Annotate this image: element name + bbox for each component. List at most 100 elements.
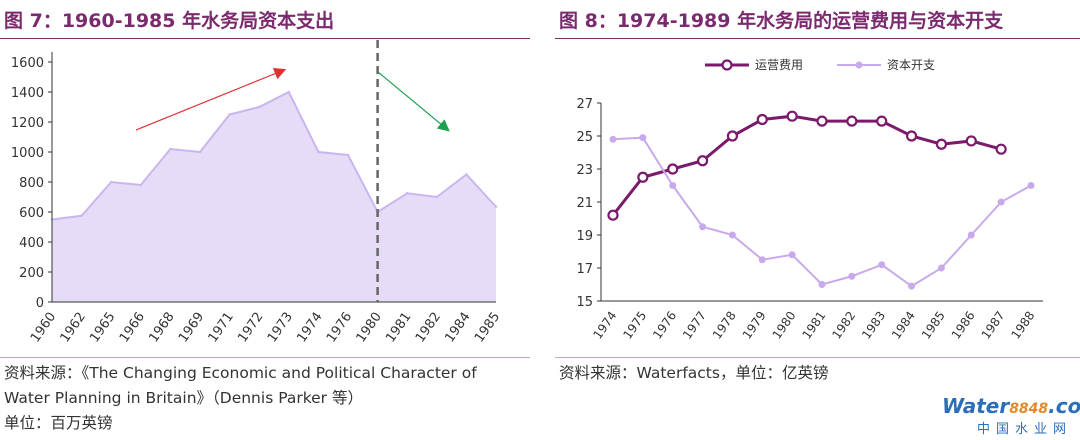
- series2-point-1985: [937, 264, 945, 272]
- y-tick-label: 17: [576, 262, 593, 277]
- trend-down-arrow: [377, 71, 450, 132]
- x-tick-label: 1986: [949, 309, 978, 342]
- y-tick-label: 1600: [11, 56, 44, 71]
- area-point-1984: [465, 173, 468, 176]
- series1-point-1977: [696, 155, 709, 167]
- x-tick-label: 1965: [87, 310, 118, 346]
- x-tick-label: 1977: [680, 309, 709, 342]
- area-line: [51, 90, 497, 221]
- y-tick-label: 25: [576, 130, 593, 145]
- x-tick-label: 1974: [294, 310, 325, 346]
- x-tick-label: 1981: [383, 310, 414, 346]
- x-tick-label: 1985: [472, 310, 503, 346]
- left-source-rule: [0, 357, 530, 358]
- x-tick-label: 1984: [442, 310, 473, 346]
- area-point-1976: [346, 153, 350, 157]
- series1-point-1979: [756, 113, 768, 126]
- y-tick-label: 21: [576, 196, 593, 211]
- left-title-rule: [0, 38, 530, 39]
- area-point-1971: [228, 113, 231, 116]
- series1-point-1982: [846, 115, 858, 127]
- legend-label-2: 资本开支: [887, 58, 935, 72]
- y-tick-label: 200: [19, 266, 44, 281]
- series2-point-1980: [788, 251, 796, 259]
- x-tick-label: 1975: [620, 309, 649, 342]
- x-tick-label: 1969: [176, 310, 207, 346]
- x-tick-label: 1976: [324, 310, 355, 346]
- series2-point-1981: [818, 281, 826, 288]
- x-tick-label: 1983: [859, 309, 888, 342]
- x-tick-label: 1973: [265, 310, 296, 346]
- x-tick-label: 1987: [979, 309, 1008, 342]
- y-tick-label: 23: [576, 163, 593, 178]
- right-source: 资料来源：Waterfacts，单位：亿英镑: [559, 364, 829, 382]
- series2-point-1976: [669, 182, 677, 189]
- series2-point-1983: [878, 261, 886, 269]
- series1-point-1983: [876, 115, 888, 127]
- left-source-line1: 资料来源：《The Changing Economic and Politica…: [4, 364, 477, 382]
- y-tick-label: 1000: [11, 146, 44, 161]
- trend-up-arrow: [135, 68, 287, 131]
- area-point-1972: [258, 105, 261, 109]
- x-tick-label: 1982: [829, 309, 858, 342]
- x-tick-label: 1966: [117, 310, 148, 346]
- series1-point-1976: [667, 163, 679, 175]
- y-tick-label: 800: [19, 176, 44, 191]
- area-point-1969: [198, 150, 202, 154]
- area-point-1962: [80, 214, 83, 217]
- series2-point-1977: [699, 223, 707, 231]
- series1-point-1975: [637, 171, 649, 183]
- area-point-1985: [494, 205, 498, 208]
- left-source-line2: Water Planning in Britain》（Dennis Parker…: [4, 389, 363, 407]
- y-tick-label: 15: [576, 295, 593, 310]
- x-tick-label: 1960: [28, 310, 59, 346]
- left-area-chart: 0200400600800100012001400160019601962196…: [11, 40, 503, 346]
- area-point-1965: [110, 180, 113, 184]
- watermark-logo: Water8848.com 中国水业网: [942, 394, 1080, 437]
- series1-point-1986: [965, 135, 977, 147]
- series2-point-1984: [908, 282, 916, 290]
- area-point-1968: [169, 147, 172, 151]
- series2-point-1987: [997, 198, 1005, 206]
- series2-point-1979: [758, 256, 766, 264]
- y-tick-label: 0: [36, 296, 44, 311]
- legend-label-1: 运营费用: [755, 58, 803, 72]
- right-chart-title: 图 8：1974-1989 年水务局的运营费用与资本开支: [559, 10, 1004, 32]
- y-tick-label: 1400: [11, 86, 44, 101]
- x-tick-label: 1976: [650, 309, 679, 342]
- series2-point-1974: [609, 135, 617, 143]
- series-line-2: [612, 136, 1032, 288]
- series1-point-1985: [935, 138, 948, 150]
- y-tick-label: 19: [576, 229, 593, 244]
- area-fill: [52, 92, 496, 302]
- x-tick-label: 1984: [889, 309, 918, 342]
- series1-point-1981: [816, 115, 828, 127]
- x-tick-label: 1972: [235, 310, 266, 346]
- left-chart-panel: 图 7：1960-1985 年水务局资本支出 0 200 400 600 800 1000…: [0, 0, 530, 440]
- series1-point-1978: [726, 130, 739, 142]
- area-point-1973: [287, 90, 290, 94]
- series2-point-1986: [967, 231, 975, 239]
- area-point-1981: [406, 192, 409, 195]
- right-source-rule: [555, 357, 1080, 358]
- series1-point-1974: [607, 209, 619, 221]
- watermark-brand: Water8848.com: [942, 394, 1080, 418]
- series2-point-1982: [848, 272, 856, 280]
- x-tick-label: 1978: [710, 309, 739, 342]
- left-source: 资料来源：《The Changing Economic and Politica…: [4, 361, 529, 411]
- series1-point-1984: [905, 130, 918, 142]
- area-point-1974: [317, 150, 320, 154]
- x-tick-label: 1980: [354, 310, 385, 346]
- series2-point-1978: [728, 231, 736, 239]
- x-tick-label: 1980: [770, 309, 799, 342]
- right-chart-panel: 图 8：1974-1989 年水务局的运营费用与资本开支 15 17 19 21 23 2…: [555, 0, 1080, 440]
- watermark-sub: 中国水业网: [976, 422, 1072, 437]
- x-tick-label: 1962: [58, 310, 89, 346]
- x-tick-label: 1971: [206, 310, 237, 346]
- x-tick-label: 1974: [590, 309, 619, 342]
- x-tick-label: 1968: [146, 310, 177, 346]
- left-unit: 单位：百万英镑: [4, 414, 113, 432]
- series2-point-1975: [639, 134, 647, 142]
- x-tick-label: 1988: [1008, 309, 1037, 342]
